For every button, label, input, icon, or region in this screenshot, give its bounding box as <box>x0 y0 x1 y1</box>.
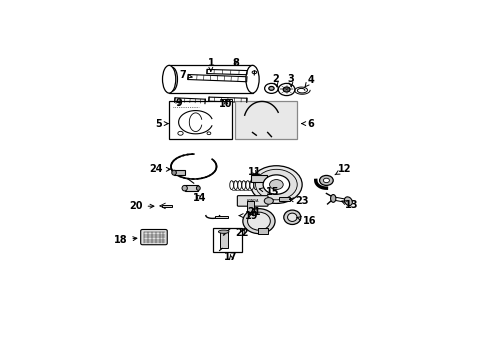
Text: 1: 1 <box>207 58 214 71</box>
Polygon shape <box>187 75 246 82</box>
Text: 22: 22 <box>235 228 248 238</box>
Bar <box>161 204 172 207</box>
Ellipse shape <box>258 181 261 190</box>
Ellipse shape <box>218 230 228 233</box>
Circle shape <box>264 198 273 204</box>
Text: 8: 8 <box>231 58 239 68</box>
Ellipse shape <box>243 209 274 234</box>
Ellipse shape <box>253 181 257 190</box>
Text: 17: 17 <box>224 252 237 262</box>
Bar <box>219 232 227 248</box>
Bar <box>258 228 267 234</box>
Bar <box>234 102 297 139</box>
Text: 6: 6 <box>301 118 314 129</box>
Bar <box>174 170 185 175</box>
Text: 20: 20 <box>129 201 154 211</box>
Bar <box>213 228 242 252</box>
Text: 5: 5 <box>155 118 168 129</box>
Circle shape <box>255 169 297 200</box>
Ellipse shape <box>330 194 335 202</box>
Circle shape <box>283 87 289 92</box>
Text: 3: 3 <box>286 74 293 87</box>
Text: 7: 7 <box>179 70 192 80</box>
Text: 11: 11 <box>247 167 261 177</box>
Bar <box>184 185 198 191</box>
Bar <box>251 175 267 183</box>
Text: 24: 24 <box>149 164 170 174</box>
Ellipse shape <box>242 181 245 190</box>
Ellipse shape <box>247 212 270 230</box>
Text: HONDA: HONDA <box>246 199 258 203</box>
Text: 12: 12 <box>334 164 350 175</box>
Circle shape <box>264 84 278 93</box>
Bar <box>214 216 227 219</box>
Circle shape <box>178 131 183 135</box>
Bar <box>169 66 252 93</box>
Ellipse shape <box>245 181 249 190</box>
Text: 13: 13 <box>341 201 358 210</box>
Circle shape <box>319 175 332 185</box>
Ellipse shape <box>249 181 253 190</box>
Bar <box>223 99 231 105</box>
Ellipse shape <box>245 66 259 93</box>
Text: 2: 2 <box>271 74 278 87</box>
Circle shape <box>323 178 329 183</box>
Bar <box>279 197 289 201</box>
Circle shape <box>278 84 294 96</box>
Ellipse shape <box>344 197 352 206</box>
Circle shape <box>263 175 289 194</box>
Ellipse shape <box>182 185 187 191</box>
Text: 15: 15 <box>259 186 279 197</box>
FancyBboxPatch shape <box>237 196 267 206</box>
Text: 4: 4 <box>304 75 314 87</box>
Bar <box>169 102 231 139</box>
Text: 23: 23 <box>289 196 308 206</box>
FancyBboxPatch shape <box>141 229 167 245</box>
Ellipse shape <box>196 186 200 190</box>
Text: 10: 10 <box>219 99 232 109</box>
Polygon shape <box>206 69 254 75</box>
Ellipse shape <box>162 66 175 93</box>
Circle shape <box>269 180 283 190</box>
Ellipse shape <box>287 213 296 221</box>
Ellipse shape <box>237 181 241 190</box>
Ellipse shape <box>283 210 300 225</box>
Bar <box>246 201 253 212</box>
Circle shape <box>268 86 274 90</box>
Ellipse shape <box>262 181 265 190</box>
Text: 18: 18 <box>114 235 137 245</box>
Ellipse shape <box>229 181 233 190</box>
Text: 14: 14 <box>192 193 206 203</box>
Ellipse shape <box>233 181 237 190</box>
Ellipse shape <box>171 170 176 175</box>
Text: 9: 9 <box>175 98 182 108</box>
Text: 21: 21 <box>246 207 260 217</box>
Circle shape <box>206 132 210 135</box>
Text: 19: 19 <box>239 211 258 221</box>
Polygon shape <box>174 98 205 104</box>
Polygon shape <box>208 97 246 102</box>
Ellipse shape <box>252 71 256 74</box>
Circle shape <box>250 166 302 203</box>
Text: 16: 16 <box>296 216 316 226</box>
